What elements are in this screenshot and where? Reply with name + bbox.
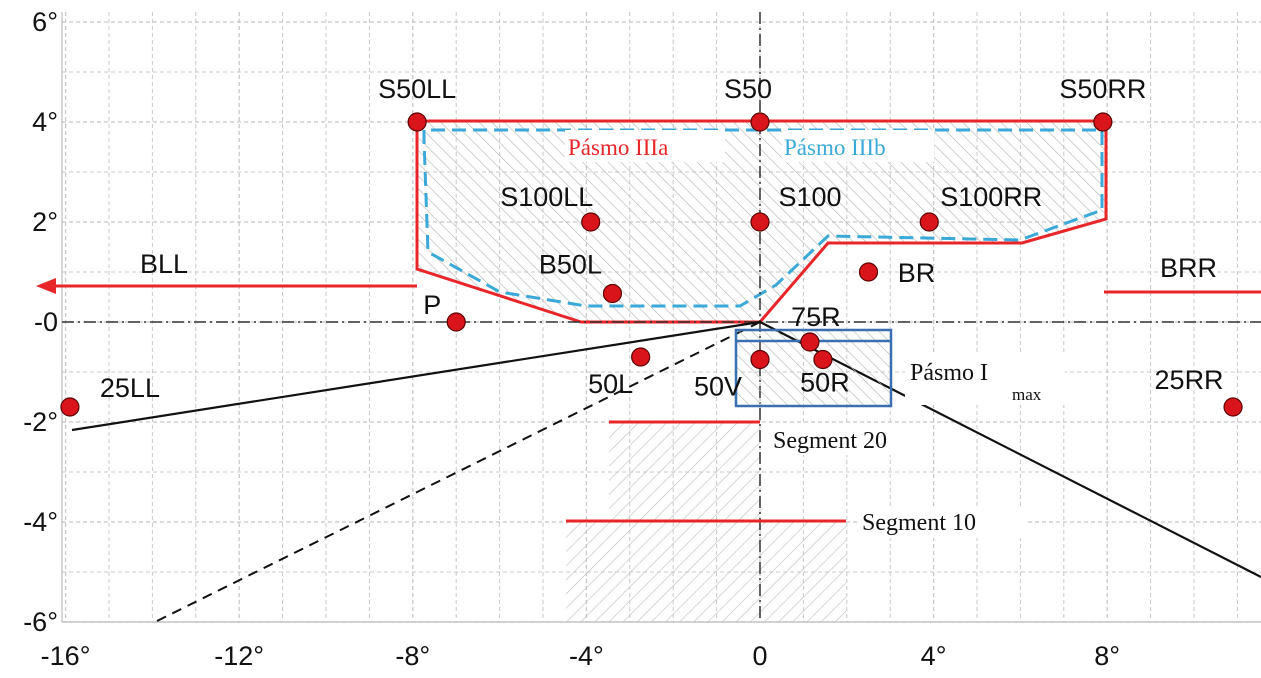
x-tick-label: 0 xyxy=(752,641,767,671)
point-b50l xyxy=(602,283,623,304)
y-tick-label: 4° xyxy=(32,107,58,137)
segment-20-label-bg xyxy=(768,425,910,455)
y-tick-label: -4° xyxy=(23,507,58,537)
y-tick-label: 2° xyxy=(32,207,58,237)
x-tick-label: -8° xyxy=(395,641,430,671)
point-label-s50: S50 xyxy=(724,74,772,104)
axis-tick-labels: -16° -12° -8° -4° 0 4° 8° 6° 4° 2° -0 -2° -4° -6° xyxy=(23,7,1120,671)
point-label-25rr: 25RR xyxy=(1155,365,1224,395)
y-tick-label: -6° xyxy=(23,607,58,637)
point-s100ll xyxy=(581,212,601,232)
zone-b-label-bg xyxy=(782,130,934,162)
zone-a-label-bg xyxy=(565,130,725,162)
zone-imax-box xyxy=(734,328,893,408)
y-tick-label: 6° xyxy=(32,7,58,37)
point-s50 xyxy=(750,112,770,132)
segment-10-label-bg xyxy=(858,506,1026,538)
point-label-s50ll: S50LL xyxy=(378,74,456,104)
zone-imax-sub-label: max xyxy=(1012,385,1042,404)
point-label-25ll: 25LL xyxy=(100,373,160,403)
brr-label: BRR xyxy=(1160,253,1217,283)
point-label-50v: 50V xyxy=(694,372,742,402)
point-label-s100rr: S100RR xyxy=(940,182,1042,212)
zone-imax-label: Pásmo I xyxy=(910,360,988,386)
point-s100rr xyxy=(919,212,939,232)
zone-iiib-label: Pásmo IIIb xyxy=(784,135,886,160)
left-cutoff-line xyxy=(71,320,761,432)
dashed-diagonal xyxy=(154,321,761,623)
zone-iiia-label: Pásmo IIIa xyxy=(568,135,668,160)
segment-20-label: Segment 20 xyxy=(773,428,887,454)
bll-label: BLL xyxy=(140,249,188,279)
point-s50rr xyxy=(1093,112,1113,132)
point-25rr xyxy=(1223,397,1243,417)
point-25ll xyxy=(60,397,80,417)
point-50r xyxy=(813,349,833,370)
point-s50ll xyxy=(407,112,427,132)
segment-10-label: Segment 10 xyxy=(862,510,976,536)
point-label-s100ll: S100LL xyxy=(500,182,593,212)
x-tick-label: 4° xyxy=(921,641,947,671)
y-tick-label: -2° xyxy=(23,407,58,437)
segment-hatch-areas xyxy=(566,422,846,622)
point-50l xyxy=(631,347,651,367)
x-tick-label: -12° xyxy=(214,641,264,671)
x-tick-label: -16° xyxy=(41,641,91,671)
measurement-points: S50LL S50 S50RR S100LL S100 S100RR B50L BR P 75R 5… xyxy=(60,74,1243,417)
point-label-s50rr: S50RR xyxy=(1059,74,1146,104)
bll-arrowhead xyxy=(36,278,56,294)
x-tick-label: -4° xyxy=(569,641,604,671)
point-75r xyxy=(800,332,820,352)
segment-20-hatch xyxy=(609,422,760,522)
point-label-50l: 50L xyxy=(588,369,633,399)
point-label-s100: S100 xyxy=(778,182,841,212)
y-tick-label: -0 xyxy=(34,307,58,337)
point-br xyxy=(858,262,879,282)
point-p xyxy=(446,312,466,332)
point-label-75r: 75R xyxy=(791,302,841,332)
x-tick-label: 8° xyxy=(1094,641,1120,671)
point-label-b50l: B50L xyxy=(539,250,602,280)
point-label-50r: 50R xyxy=(800,368,850,398)
zone-iiib-outline xyxy=(422,128,1104,308)
segment-10-hatch xyxy=(566,522,846,622)
point-s100 xyxy=(750,212,770,232)
point-label-br: BR xyxy=(898,258,936,288)
imax-label-bg xyxy=(905,355,1065,405)
point-label-p: P xyxy=(423,290,441,320)
point-50v xyxy=(750,349,770,370)
